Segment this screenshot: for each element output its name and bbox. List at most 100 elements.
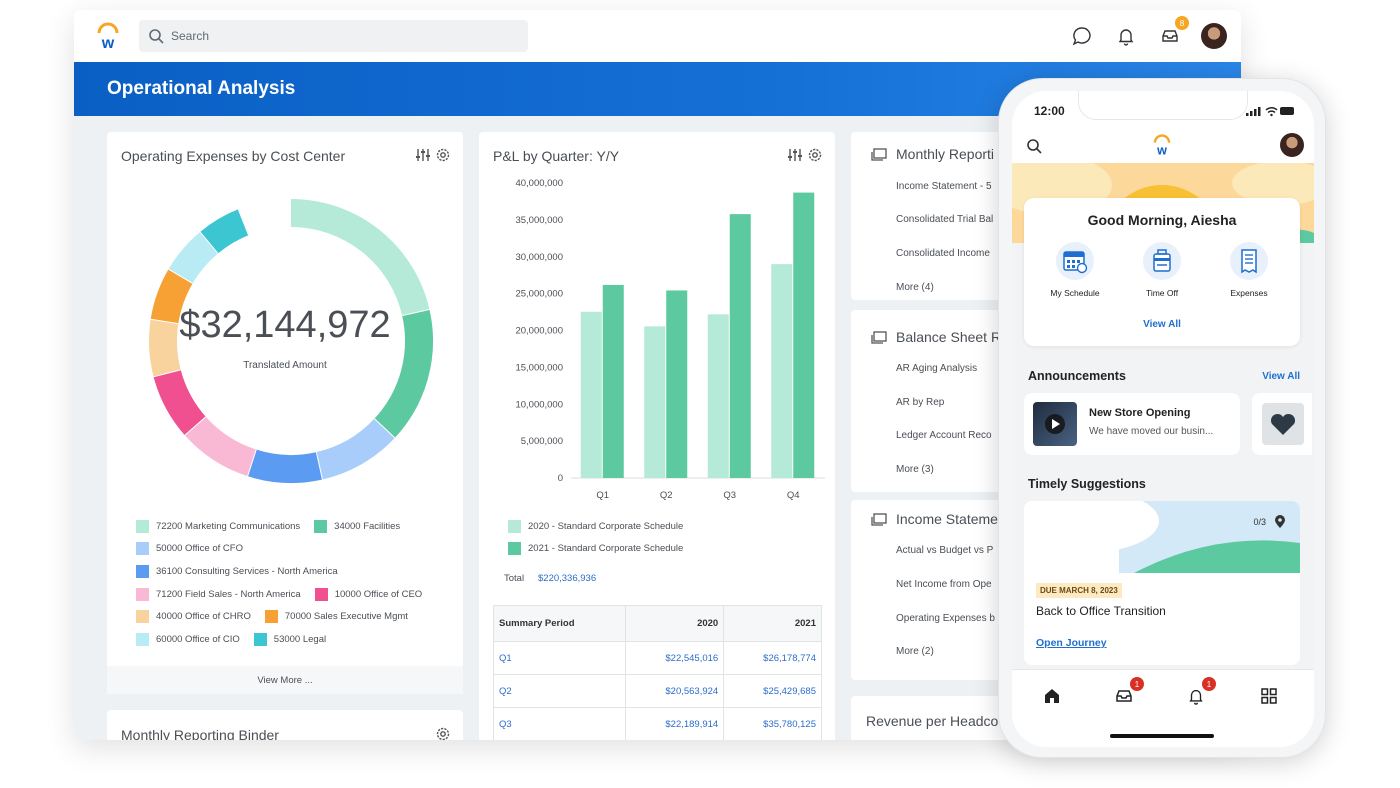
report-link[interactable]: Income Statement - 5	[896, 181, 992, 192]
amount-link[interactable]: $22,189,914	[625, 707, 725, 740]
period-link[interactable]: Q1	[492, 641, 627, 675]
announcements-view-all-link[interactable]: View All	[1262, 371, 1300, 382]
bar-q2-series-2[interactable]	[666, 290, 688, 478]
donut-segment[interactable]	[247, 449, 322, 483]
donut-segment[interactable]	[150, 268, 194, 324]
my-schedule-action[interactable]: My Schedule	[1035, 242, 1115, 298]
bar-q4-series-1[interactable]	[771, 264, 793, 478]
report-link[interactable]: AR by Rep	[896, 397, 945, 408]
amount-link[interactable]: $25,429,685	[723, 674, 822, 708]
search-icon[interactable]	[1026, 138, 1042, 154]
play-icon	[1045, 414, 1065, 434]
report-link[interactable]: Consolidated Trial Bal	[896, 214, 994, 225]
gear-icon[interactable]	[807, 147, 823, 163]
announcement-title: New Store Opening	[1089, 407, 1191, 419]
expenses-card-title: Operating Expenses by Cost Center	[121, 148, 346, 164]
bar-q1-series-1[interactable]	[580, 311, 602, 478]
svg-text:w: w	[101, 35, 115, 50]
report-link[interactable]: AR Aging Analysis	[896, 363, 978, 374]
report-link[interactable]: Net Income from Ope	[896, 579, 992, 590]
view-all-link[interactable]: View All	[1143, 319, 1181, 330]
status-time: 12:00	[1034, 104, 1065, 118]
more-link[interactable]: More (3)	[896, 464, 934, 475]
legend-label: 53000 Legal	[273, 633, 327, 645]
report-link[interactable]: Ledger Account Reco	[896, 430, 992, 441]
gear-icon[interactable]	[435, 726, 451, 740]
inbox-icon[interactable]: 8	[1157, 16, 1189, 49]
bar-q4-series-2[interactable]	[793, 192, 815, 478]
table-row: Q3 $22,189,914 $35,780,125	[492, 707, 822, 740]
y-tick-label: 10,000,000	[515, 399, 563, 410]
donut-segment[interactable]	[373, 310, 433, 439]
time-off-action[interactable]: Time Off	[1122, 242, 1202, 298]
more-link[interactable]: More (2)	[896, 646, 934, 657]
bell-icon[interactable]	[1113, 23, 1139, 49]
announcement-card[interactable]: New Store Opening We have moved our busi…	[1024, 393, 1240, 455]
report-link[interactable]: Actual vs Budget vs P	[896, 545, 994, 556]
legend-label: 72200 Marketing Communications	[156, 520, 301, 532]
amount-link[interactable]: $26,178,774	[723, 641, 822, 675]
report-link[interactable]: Operating Expenses b	[896, 613, 995, 624]
table-row: Q1 $22,545,016 $26,178,774	[492, 641, 822, 675]
view-more-button[interactable]: View More ...	[107, 666, 463, 694]
legend-label: 2021 - Standard Corporate Schedule	[528, 543, 684, 555]
period-link[interactable]: Q2	[492, 674, 627, 708]
bar-q1-series-2[interactable]	[602, 284, 624, 478]
notifications-tab-icon[interactable]: 1	[1184, 677, 1216, 708]
expenses-action[interactable]: Expenses	[1209, 242, 1289, 298]
search-bar[interactable]: Search	[139, 20, 528, 52]
table-header[interactable]: 2021	[723, 605, 822, 642]
apps-tab-icon[interactable]	[1257, 684, 1281, 708]
journey-progress: 0/3	[1253, 517, 1266, 527]
monthly-reporting-title: Monthly Reporti	[896, 146, 995, 162]
total-value-link[interactable]: $220,336,936	[538, 573, 597, 584]
donut-segment[interactable]	[290, 199, 430, 317]
filter-icon[interactable]	[787, 147, 803, 163]
legend-swatch	[136, 610, 149, 624]
mobile-app-bar: w	[1012, 131, 1314, 163]
y-tick-label: 35,000,000	[515, 215, 563, 226]
bar-q2-series-1[interactable]	[644, 326, 666, 478]
legend-label: 71200 Field Sales - North America	[156, 588, 301, 600]
legend-swatch	[136, 587, 149, 601]
user-avatar[interactable]	[1280, 133, 1304, 157]
workday-logo[interactable]: w	[94, 22, 122, 50]
open-journey-link[interactable]: Open Journey	[1036, 637, 1107, 649]
bar-q3-series-2[interactable]	[729, 214, 751, 478]
bar-q3-series-1[interactable]	[707, 314, 729, 478]
home-tab-icon[interactable]	[1040, 684, 1064, 708]
donut-segment[interactable]	[149, 318, 181, 377]
gear-icon[interactable]	[435, 147, 451, 163]
amount-link[interactable]: $20,563,924	[625, 674, 725, 708]
legend-item: 71200 Field Sales - North America	[136, 587, 301, 601]
chat-icon[interactable]	[1069, 23, 1095, 49]
more-link[interactable]: More (4)	[896, 282, 934, 293]
table-header[interactable]: 2020	[625, 605, 725, 642]
expenses-legend: 72200 Marketing Communications 34000 Faci…	[136, 515, 436, 651]
donut-segment[interactable]	[200, 208, 250, 254]
donut-segment[interactable]	[315, 418, 395, 480]
filter-icon[interactable]	[415, 147, 431, 163]
amount-link[interactable]: $35,780,125	[723, 707, 822, 740]
amount-link[interactable]: $22,545,016	[625, 641, 725, 675]
report-link[interactable]: Consolidated Income	[896, 248, 990, 259]
period-link[interactable]: Q3	[492, 707, 627, 740]
donut-segment[interactable]	[184, 416, 257, 477]
legend-item: 72200 Marketing Communications	[136, 519, 301, 533]
announcement-card-2[interactable]	[1252, 393, 1312, 455]
legend-swatch	[136, 542, 149, 556]
donut-segment[interactable]	[168, 231, 219, 284]
legend-label: 34000 Facilities	[334, 520, 401, 532]
y-tick-label: 40,000,000	[515, 178, 563, 189]
receipt-icon	[1241, 249, 1257, 274]
expenses-total-amount: $32,144,972	[179, 304, 391, 346]
inbox-tab-icon[interactable]: 1	[1112, 677, 1144, 708]
due-date-badge: DUE MARCH 8, 2023	[1036, 583, 1122, 598]
user-avatar[interactable]	[1201, 23, 1227, 49]
table-header[interactable]: Summary Period	[492, 605, 627, 642]
donut-segment[interactable]	[153, 368, 206, 435]
suggestion-card[interactable]: 0/3 DUE MARCH 8, 2023 Back to Office Tra…	[1024, 501, 1300, 665]
heart-image	[1262, 403, 1304, 445]
announcement-subtitle: We have moved our busin...	[1089, 426, 1214, 437]
donut-separator	[237, 208, 250, 236]
